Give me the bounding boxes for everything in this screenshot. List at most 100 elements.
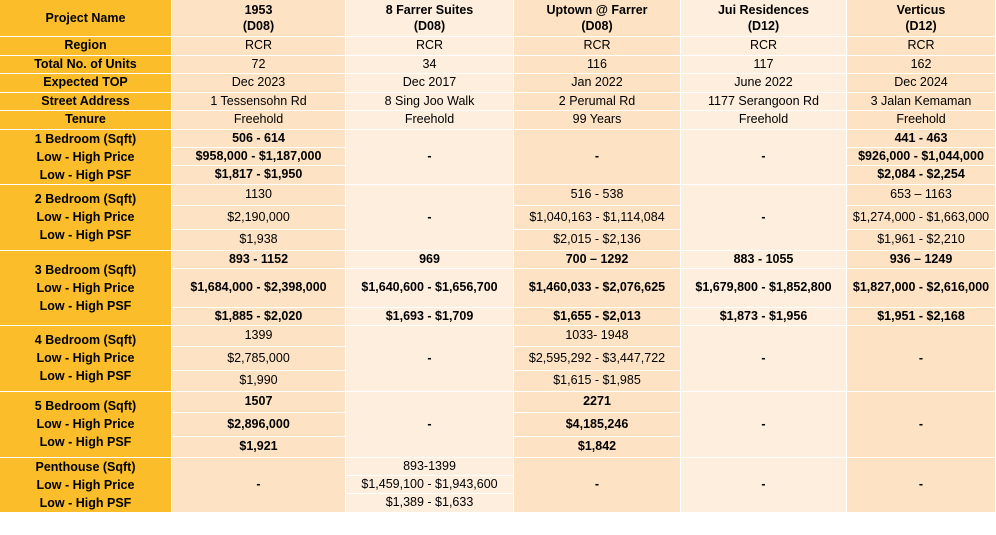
- value-cell: $2,595,292 - $3,447,722: [514, 346, 681, 371]
- empty-cell-dash: -: [514, 457, 681, 513]
- group-label-line: Low - High PSF: [39, 228, 132, 242]
- info-row-expected-top: Expected TOP Dec 2023 Dec 2017 Jan 2022 June…: [0, 74, 996, 93]
- project-district: (D08): [581, 19, 613, 33]
- value-cell: $1,921: [172, 436, 346, 458]
- project-comparison-table: Project Name 1953 (D08) 8 Farrer Suites (D…: [0, 0, 996, 513]
- info-cell: 72: [172, 55, 346, 74]
- group-row: $1,990 $1,615 - $1,985: [0, 370, 996, 392]
- row-label: Tenure: [0, 111, 172, 130]
- project-name-label: Project Name: [0, 0, 172, 37]
- group-label-1-bedroom-sqft: 1 Bedroom (Sqft) Low - High Price Low - Hi…: [0, 129, 172, 185]
- value-cell: 969: [346, 250, 514, 269]
- empty-cell-dash: -: [681, 325, 847, 392]
- value-cell: $2,190,000: [172, 205, 346, 230]
- empty-cell-dash: -: [346, 184, 514, 251]
- value-cell: $1,460,033 - $2,076,625: [514, 268, 681, 308]
- group-row: $2,785,000 $2,595,292 - $3,447,722: [0, 346, 996, 371]
- info-row-tenure: Tenure Freehold Freehold 99 Years Freehold Fr…: [0, 111, 996, 130]
- group-label-line: Low - High Price: [36, 149, 135, 164]
- value-cell: $1,990: [172, 370, 346, 392]
- value-cell: $1,938: [172, 229, 346, 251]
- group-label-line: Low - High Price: [36, 351, 135, 365]
- info-cell: RCR: [514, 37, 681, 56]
- group-row: 4 Bedroom (Sqft) Low - High Price Low - Hi…: [0, 325, 996, 392]
- group-label-line: 1 Bedroom (Sqft): [34, 131, 137, 146]
- group-row: 3 Bedroom (Sqft) Low - High Price Low - Hi…: [0, 250, 996, 326]
- empty-cell-dash: -: [847, 457, 996, 513]
- value-cell: $1,040,163 - $1,114,084: [514, 205, 681, 230]
- group-row: $1,885 - $2,020 $1,693 - $1,709 $1,655 - $…: [0, 307, 996, 326]
- value-cell: 893-1399: [346, 457, 514, 476]
- value-cell: $1,389 - $1,633: [346, 494, 514, 513]
- group-row: $1,389 - $1,633: [0, 494, 996, 513]
- value-cell: 653 – 1163: [847, 184, 996, 206]
- info-cell: Jan 2022: [514, 74, 681, 93]
- group-label-line: Low - High PSF: [39, 167, 132, 182]
- header-row: Project Name 1953 (D08) 8 Farrer Suites (D…: [0, 0, 996, 37]
- group-label-line: Penthouse (Sqft): [35, 459, 136, 474]
- group-label-2-bedroom-sqft: 2 Bedroom (Sqft) Low - High Price Low - Hi…: [0, 184, 172, 251]
- info-row-region: Region RCR RCR RCR RCR RCR: [0, 37, 996, 56]
- group-row: $958,000 - $1,187,000 $926,000 - $1,044,0…: [0, 147, 996, 167]
- value-cell: $1,951 - $2,168: [847, 307, 996, 326]
- info-cell: RCR: [346, 37, 514, 56]
- value-cell: $1,679,800 - $1,852,800: [681, 268, 847, 308]
- value-cell: $1,817 - $1,950: [172, 166, 346, 185]
- info-cell: RCR: [681, 37, 847, 56]
- project-header-uptown-farrer: Uptown @ Farrer (D08): [514, 0, 681, 37]
- value-cell: 1507: [172, 391, 346, 413]
- group-row: $2,896,000 $4,185,246: [0, 412, 996, 437]
- group-row: 2 Bedroom (Sqft) Low - High Price Low - Hi…: [0, 184, 996, 251]
- group-label-line: Low - High Price: [36, 477, 135, 492]
- info-cell: Dec 2017: [346, 74, 514, 93]
- project-district: (D08): [242, 19, 275, 33]
- info-cell: 116: [514, 55, 681, 74]
- info-cell: Freehold: [346, 111, 514, 130]
- info-cell: 3 Jalan Kemaman: [847, 92, 996, 111]
- empty-cell-dash: -: [681, 391, 847, 458]
- group-label-line: Low - High Price: [36, 280, 135, 295]
- value-cell: 441 - 463: [847, 129, 996, 148]
- empty-cell-dash: -: [346, 129, 514, 185]
- info-cell: Freehold: [847, 111, 996, 130]
- project-header-jui-residences: Jui Residences (D12): [681, 0, 847, 37]
- value-cell: $1,459,100 - $1,943,600: [346, 475, 514, 495]
- group-label-line: Low - High Price: [36, 417, 135, 431]
- value-cell: 936 – 1249: [847, 250, 996, 269]
- group-label-line: 5 Bedroom (Sqft): [34, 399, 137, 413]
- value-cell: $2,084 - $2,254: [847, 166, 996, 185]
- group-row: 5 Bedroom (Sqft) Low - High Price Low - Hi…: [0, 391, 996, 458]
- value-cell: $4,185,246: [514, 412, 681, 437]
- group-label-line: Low - High PSF: [39, 435, 132, 449]
- info-cell: 34: [346, 55, 514, 74]
- unit-type-rows: 1 Bedroom (Sqft) Low - High Price Low - Hi…: [0, 129, 996, 513]
- info-cell: Freehold: [172, 111, 346, 130]
- value-cell: $1,961 - $2,210: [847, 229, 996, 251]
- value-cell: $1,827,000 - $2,616,000: [847, 268, 996, 308]
- value-cell: 506 - 614: [172, 129, 346, 148]
- group-row: $1,938 $2,015 - $2,136 $1,961 - $2,210: [0, 229, 996, 251]
- project-name: Verticus: [896, 3, 946, 17]
- info-cell: 1 Tessensohn Rd: [172, 92, 346, 111]
- value-cell: $2,896,000: [172, 412, 346, 437]
- info-cell: RCR: [172, 37, 346, 56]
- group-label-line: 3 Bedroom (Sqft): [34, 262, 137, 277]
- project-district: (D08): [413, 19, 446, 33]
- info-row-street-address: Street Address 1 Tessensohn Rd 8 Sing Joo …: [0, 92, 996, 111]
- group-label-line: Low - High PSF: [39, 298, 132, 313]
- project-district: (D12): [747, 19, 780, 33]
- row-label: Expected TOP: [0, 74, 172, 93]
- group-label-line: Low - High PSF: [39, 369, 132, 383]
- value-cell: $2,015 - $2,136: [514, 229, 681, 251]
- value-cell: 1130: [172, 184, 346, 206]
- project-name: Uptown @ Farrer: [546, 3, 648, 17]
- row-label: Street Address: [0, 92, 172, 111]
- group-row: 1 Bedroom (Sqft) Low - High Price Low - Hi…: [0, 129, 996, 185]
- empty-cell-dash: -: [346, 325, 514, 392]
- group-row: Penthouse (Sqft) Low - High Price Low - Hi…: [0, 457, 996, 513]
- value-cell: 1399: [172, 325, 346, 347]
- project-name: 8 Farrer Suites: [385, 3, 474, 17]
- group-row: $1,684,000 - $2,398,000 $1,640,600 - $1,6…: [0, 268, 996, 308]
- info-cell: RCR: [847, 37, 996, 56]
- info-rows: Region RCR RCR RCR RCR RCR Total No. of Units 7…: [0, 37, 996, 130]
